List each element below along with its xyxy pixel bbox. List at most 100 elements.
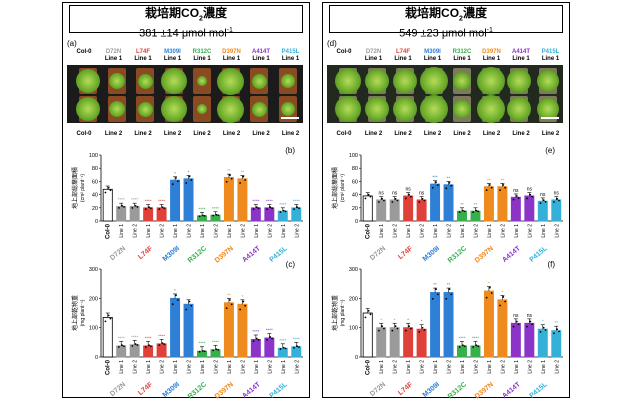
category-label: Line 1 (146, 360, 152, 374)
significance-mark: ns (513, 313, 519, 319)
significance-mark: ** (241, 169, 245, 174)
y-tick-label: 80 (352, 166, 358, 172)
y-tick-label: 20 (352, 206, 358, 212)
data-point (148, 344, 150, 347)
data-point (531, 323, 533, 326)
data-point (131, 345, 134, 347)
group-label: L74F (137, 381, 155, 397)
category-label: Line 2 (133, 224, 139, 238)
significance-mark: **** (158, 199, 165, 204)
category-label: Line 1 (541, 360, 547, 374)
data-point (161, 342, 164, 345)
panel-letter-a: (a) (67, 39, 77, 48)
significance-mark: **** (145, 199, 152, 204)
data-point (298, 346, 300, 348)
data-point (517, 323, 520, 326)
genotype-name: R312C (452, 49, 472, 55)
top-label-2: L74F Line 1 (388, 49, 418, 63)
plant (251, 73, 267, 89)
bar-9 (483, 290, 494, 358)
data-point (239, 308, 242, 311)
genotype-name: P415L (281, 49, 300, 55)
data-point (163, 207, 166, 210)
significance-mark: ns (540, 192, 546, 198)
significance-mark: **** (279, 338, 286, 343)
significance-mark: **** (212, 339, 219, 344)
category-label: Line 2 (213, 360, 219, 374)
data-point (431, 186, 434, 189)
top-label-0: Col-0 (69, 49, 99, 56)
data-point (203, 350, 206, 353)
data-point (107, 314, 110, 317)
group-label: D397N (474, 381, 495, 400)
data-point (394, 325, 397, 328)
data-point (144, 208, 147, 211)
line-name: Line 1 (453, 56, 471, 62)
bar-2 (129, 206, 140, 222)
category-label: Line 2 (160, 224, 166, 238)
genotype-name: D72N (105, 49, 122, 55)
genotype-name: D397N (482, 49, 501, 55)
panel-letter: (c) (286, 260, 296, 269)
bar-1 (116, 345, 127, 358)
bottom-label-4: Line 2 (453, 131, 471, 137)
category-label: Line 2 (527, 224, 533, 238)
data-point (269, 206, 272, 209)
data-point (423, 199, 426, 202)
group-label: P415L (269, 381, 290, 400)
data-point (175, 177, 177, 179)
genotype-name: Col-0 (76, 49, 92, 55)
significance-mark: * (174, 171, 176, 176)
plant (76, 97, 100, 121)
data-point (458, 211, 461, 213)
genotype-name: D72N (365, 49, 382, 55)
plant (335, 96, 361, 122)
bar-14 (291, 346, 302, 358)
data-point (255, 206, 258, 209)
top-label-4: R312C Line 1 (447, 49, 477, 63)
bottom-label-5: Line 2 (482, 131, 501, 137)
data-point (448, 181, 451, 184)
data-point (230, 177, 233, 180)
data-point (529, 193, 532, 196)
top-label-7: P415L Line 1 (536, 49, 566, 63)
bar-0 (362, 312, 373, 358)
category-label: Line 1 (227, 224, 233, 238)
data-point (544, 329, 547, 331)
category-label: Line 2 (473, 224, 479, 238)
top-label-1: D72N Line 1 (99, 49, 129, 63)
data-point (198, 215, 201, 218)
data-point (512, 325, 515, 328)
data-point (515, 195, 518, 197)
data-point (526, 197, 528, 200)
category-label: Line 1 (254, 360, 260, 374)
data-point (203, 214, 206, 217)
y-axis-unit: (mg plant⁻¹) (80, 299, 86, 326)
category-label: Line 1 (514, 360, 520, 374)
bar-5 (170, 297, 181, 358)
data-point (118, 207, 120, 209)
plant (507, 69, 531, 93)
data-point (556, 328, 559, 331)
bar-5 (430, 292, 441, 358)
chart-f: (f) 地上部乾物重 (mg plant⁻¹) 0 100 200 300 Col-0 * Lin… (331, 260, 563, 400)
data-point (104, 191, 107, 194)
data-point (257, 339, 260, 341)
top-label-3: M309I Line 1 (418, 49, 448, 63)
data-point (435, 181, 437, 184)
plant (476, 67, 505, 95)
genotype-name: L74F (395, 49, 410, 55)
top-label-2: L74F Line 1 (128, 49, 158, 63)
significance-mark: ** (460, 202, 464, 207)
y-tick-label: 0 (355, 219, 358, 225)
bar-4 (156, 207, 167, 222)
bottom-label-4: Line 2 (193, 131, 211, 137)
bottom-label-7: Line 2 (541, 131, 560, 137)
data-point (529, 320, 532, 323)
category-label: Line 1 (379, 360, 385, 374)
data-point (136, 344, 139, 346)
data-point (462, 209, 464, 212)
group-label: M309I (162, 381, 181, 399)
y-tick-label: 100 (349, 153, 358, 159)
category-label: Line 1 (173, 360, 179, 374)
